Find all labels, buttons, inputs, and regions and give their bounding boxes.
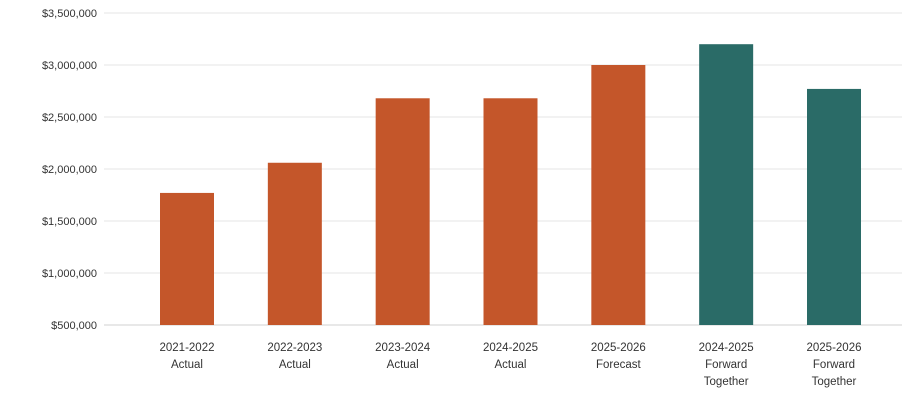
x-category-label: 2025-2026 xyxy=(807,342,862,354)
bar xyxy=(807,88,861,325)
x-category-label: Actual xyxy=(387,359,419,371)
bar xyxy=(267,162,322,325)
bar xyxy=(591,65,646,325)
bar xyxy=(483,98,538,325)
y-tick-label: $3,000,000 xyxy=(42,60,97,72)
x-category-label: Actual xyxy=(279,359,311,371)
x-category-label: Forecast xyxy=(596,359,642,371)
y-tick-label: $500,000 xyxy=(51,320,97,332)
x-category-label: Together xyxy=(812,376,857,388)
x-category-label: 2025-2026 xyxy=(591,342,646,354)
bar xyxy=(699,44,754,325)
x-category-label: Forward xyxy=(813,359,855,371)
y-tick-label: $3,500,000 xyxy=(42,8,97,20)
x-category-label: 2023-2024 xyxy=(375,342,431,354)
y-tick-label: $1,000,000 xyxy=(42,268,97,280)
y-tick-label: $2,000,000 xyxy=(42,164,97,176)
bar xyxy=(375,98,430,325)
y-axis-tick-labels: $500,000 $1,000,000 $1,500,000 $2,000,000 $2… xyxy=(42,8,97,332)
x-category-label: 2024-2025 xyxy=(483,342,538,354)
x-axis-category-labels: 2021-2022 Actual 2022-2023 Actual 2023-2024 A… xyxy=(160,342,862,388)
x-category-label: 2021-2022 xyxy=(160,342,215,354)
bar xyxy=(160,192,214,325)
x-category-label: 2022-2023 xyxy=(267,342,322,354)
x-category-label: Together xyxy=(704,376,749,388)
x-category-label: Forward xyxy=(705,359,747,371)
x-category-label: Actual xyxy=(171,359,203,371)
y-tick-label: $2,500,000 xyxy=(42,112,97,124)
x-category-label: Actual xyxy=(495,359,527,371)
bars xyxy=(160,44,861,325)
y-tick-label: $1,500,000 xyxy=(42,216,97,228)
x-category-label: 2024-2025 xyxy=(699,342,754,354)
